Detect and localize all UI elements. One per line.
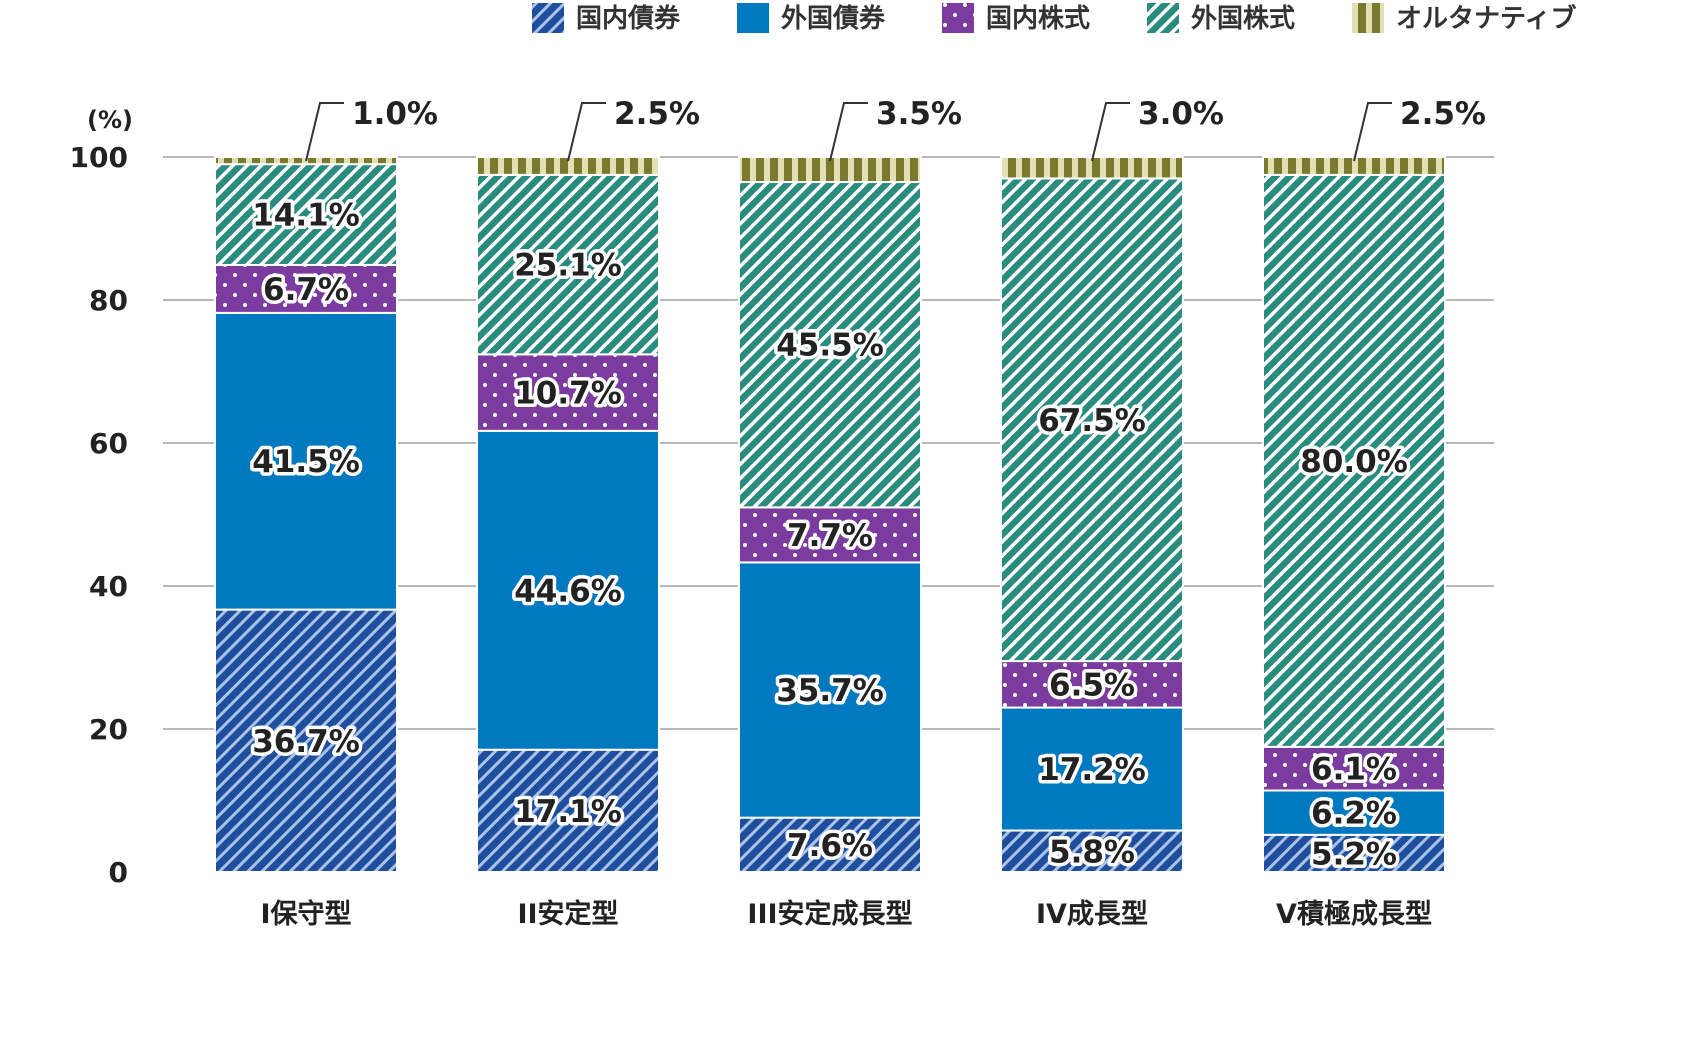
legend-swatch-1 bbox=[737, 3, 769, 33]
bar-group-3: 5.8% 17.2% 6.5% 67.5% 3.0% bbox=[1000, 96, 1224, 874]
value-label-1-4: 2.5% bbox=[614, 96, 700, 132]
y-tick-label-60: 60 bbox=[89, 427, 128, 460]
legend-label-0: 国内債券 bbox=[576, 4, 681, 34]
bar-segment-4-2 bbox=[1262, 745, 1446, 792]
value-label-3-1: 17.2% bbox=[1038, 752, 1146, 788]
leader-line-3 bbox=[1091, 102, 1130, 162]
leader-line-4 bbox=[1353, 102, 1392, 162]
bar-segment-0-1 bbox=[214, 311, 398, 611]
bar-segment-3-0 bbox=[1000, 829, 1184, 874]
y-tick-label-0: 0 bbox=[109, 856, 128, 889]
bar-segment-4-0 bbox=[1262, 833, 1446, 874]
bar-group-1: 17.1% 44.6% 10.7% 25.1% 2.5% bbox=[476, 96, 700, 873]
value-label-3-3: 67.5% bbox=[1038, 403, 1146, 439]
value-label-4-0: 5.2% bbox=[1311, 836, 1397, 872]
legend-label-2: 国内株式 bbox=[986, 4, 1090, 34]
value-label-2-3: 45.5% bbox=[776, 328, 884, 364]
value-label-0-4: 1.0% bbox=[352, 96, 438, 132]
legend-label-1: 外国債券 bbox=[781, 4, 886, 34]
leader-line-0 bbox=[305, 102, 344, 162]
bars: 36.7% 41.5% 6.7% 14.1% 1.0% 17.1% 44.6% 10.7% 25… bbox=[214, 96, 1486, 876]
bar-segment-3-1 bbox=[1000, 706, 1184, 832]
value-label-1-3: 25.1% bbox=[514, 248, 622, 284]
bar-group-0: 36.7% 41.5% 6.7% 14.1% 1.0% bbox=[214, 96, 438, 873]
leader-line-2 bbox=[829, 102, 868, 162]
y-axis: 0 20 40 60 80 100 bbox=[70, 141, 128, 889]
leader-line-1 bbox=[567, 102, 606, 162]
value-label-3-2: 6.5% bbox=[1049, 667, 1135, 703]
y-tick-label-80: 80 bbox=[89, 284, 128, 317]
bar-segment-2-2 bbox=[738, 506, 922, 564]
legend-swatch-0 bbox=[532, 3, 564, 33]
legend-swatch-2 bbox=[942, 3, 974, 33]
bar-segment-0-0 bbox=[214, 608, 398, 873]
bar-segment-0-2 bbox=[214, 263, 398, 314]
value-label-4-3: 80.0% bbox=[1300, 444, 1408, 480]
category-label-4: V積極成長型 bbox=[1276, 899, 1432, 930]
bar-segment-1-3 bbox=[476, 173, 660, 356]
legend-item-2: 国内株式 bbox=[942, 3, 1090, 34]
value-label-3-4: 3.0% bbox=[1138, 96, 1224, 132]
bar-segment-3-2 bbox=[1000, 660, 1184, 709]
legend-swatch-3 bbox=[1147, 3, 1179, 33]
value-label-0-2: 6.7% bbox=[263, 272, 349, 308]
bar-segment-4-3 bbox=[1262, 173, 1446, 748]
category-label-2: III安定成長型 bbox=[747, 898, 912, 930]
value-label-4-1: 6.2% bbox=[1311, 796, 1397, 832]
value-label-4-4: 2.5% bbox=[1400, 96, 1486, 132]
value-label-2-1: 35.7% bbox=[776, 673, 884, 709]
bar-segment-1-1 bbox=[476, 429, 660, 751]
y-tick-label-40: 40 bbox=[89, 570, 128, 603]
y-tick-label-100: 100 bbox=[70, 141, 128, 174]
bar-segment-2-3 bbox=[738, 181, 922, 509]
x-axis: I保守型 II安定型 III安定成長型 IV成長型 V積極成長型 bbox=[260, 898, 1431, 930]
y-unit-label: (%) bbox=[87, 106, 133, 134]
category-label-3: IV成長型 bbox=[1036, 899, 1148, 930]
value-label-2-2: 7.7% bbox=[787, 518, 873, 554]
legend-item-3: 外国株式 bbox=[1147, 3, 1295, 34]
legend-item-4: オルタナティブ bbox=[1352, 3, 1576, 34]
bar-group-2: 7.6% 35.7% 7.7% 45.5% 3.5% bbox=[738, 96, 962, 873]
category-label-1: II安定型 bbox=[517, 898, 618, 930]
legend-item-0: 国内債券 bbox=[532, 3, 681, 34]
value-label-1-0: 17.1% bbox=[514, 794, 622, 830]
value-label-1-1: 44.6% bbox=[514, 573, 622, 609]
legend-swatch-4 bbox=[1352, 3, 1384, 33]
legend-label-3: 外国株式 bbox=[1191, 4, 1295, 34]
bar-segment-2-0 bbox=[738, 816, 922, 873]
bar-segment-1-2 bbox=[476, 353, 660, 432]
value-label-4-2: 6.1% bbox=[1311, 752, 1397, 788]
value-label-3-0: 5.8% bbox=[1049, 834, 1135, 870]
value-label-2-4: 3.5% bbox=[876, 96, 962, 132]
bar-segment-3-3 bbox=[1000, 177, 1184, 663]
category-label-0: I保守型 bbox=[260, 898, 351, 930]
value-label-0-0: 36.7% bbox=[252, 724, 360, 760]
y-tick-label-20: 20 bbox=[89, 713, 128, 746]
legend-label-4: オルタナティブ bbox=[1396, 3, 1576, 34]
bar-group-4: 5.2% 6.2% 6.1% 80.0% 2.5% bbox=[1262, 96, 1486, 876]
legend-item-1: 外国債券 bbox=[737, 3, 886, 34]
legend: 国内債券 外国債券 国内株式 外国株式 オルタナティブ bbox=[532, 3, 1576, 34]
value-label-0-1: 41.5% bbox=[252, 444, 360, 480]
bar-segment-2-1 bbox=[738, 561, 922, 819]
bar-segment-2-4 bbox=[738, 156, 922, 184]
value-label-1-2: 10.7% bbox=[514, 376, 622, 412]
value-label-0-3: 14.1% bbox=[252, 198, 360, 234]
value-label-2-0: 7.6% bbox=[787, 828, 873, 864]
